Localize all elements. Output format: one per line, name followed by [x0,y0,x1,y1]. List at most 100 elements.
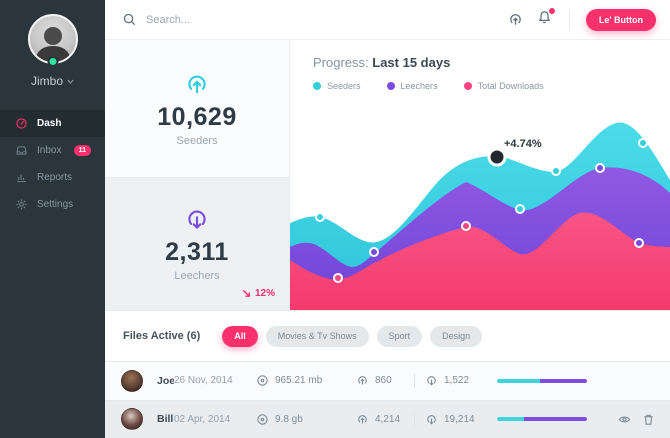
file-date: 26 Nov, 2014 [174,375,233,387]
data-point[interactable] [333,273,343,283]
data-point[interactable] [315,212,325,222]
stats-column: 10,629 Seeders 2,311 Leechers 12% [105,40,290,310]
legend-dot [386,82,395,90]
cloud-upload-icon[interactable] [507,11,524,28]
leechers-value: 2,311 [165,238,229,266]
table-row[interactable]: Joe Rogan Experience Ep. 468 26 Nov, 201… [105,361,670,400]
data-point[interactable] [369,247,379,257]
username-label: Jimbo [30,74,63,88]
eye-icon[interactable] [618,413,631,426]
person-silhouette-icon [34,27,71,62]
topbar: Le' Button [105,0,670,40]
file-seeds: 4,214 [356,413,412,426]
file-seeds-value: 4,214 [375,413,401,425]
row-avatar [121,408,143,431]
file-size: 9.8 gb [256,413,356,426]
sidebar-item-dash[interactable]: Dash [0,110,105,137]
filter-sport[interactable]: Sport [376,325,423,347]
sidebar-item-inbox[interactable]: Inbox 11 [0,137,105,164]
sidebar-item-label: Reports [37,172,73,183]
topbar-divider [568,9,570,30]
row-avatar [121,369,143,392]
file-title: Joe Rogan Experience Ep. 468 [157,374,174,387]
file-date: 02 Apr, 2014 [174,413,231,425]
notifications[interactable] [536,6,556,31]
progress-seeders-segment [497,417,524,422]
leechers-delta: 12% [242,288,275,299]
cloud-upload-icon [358,376,367,385]
progress-seeders-segment [497,378,541,383]
inbox-icon [16,146,27,155]
legend-item-total-downloads: Total Downloads [463,81,544,91]
chart-data-points [315,138,648,283]
progress-leechers-segment [524,417,587,422]
bell-icon [538,10,551,23]
disc-icon [257,414,268,425]
chart-panel: Progress: Last 15 days Seeders Leechers … [290,40,670,310]
sidebar-item-label: Settings [37,199,74,210]
cloud-download-icon [427,415,436,425]
sidebar: Jimbo Dash Inbox 11 Reports Settings [0,0,105,438]
progress-leechers-segment [540,378,587,383]
legend-dot [313,82,321,90]
file-peers: 1,522 [425,374,497,387]
file-peers-value: 1,522 [444,375,470,387]
gear-icon [16,199,27,210]
bar-chart-icon [17,174,26,183]
file-size: 965.21 mb [256,374,356,387]
data-point[interactable] [634,238,644,248]
online-status-dot [47,56,58,67]
filter-movies-tv[interactable]: Movies & Tv Shows [265,325,369,347]
sidebar-menu: Dash Inbox 11 Reports Settings [0,110,105,218]
file-seeds-value: 860 [375,375,392,387]
cloud-download-icon [427,376,436,386]
seeders-panel: 10,629 Seeders [105,40,289,178]
inbox-badge: 11 [73,145,91,156]
cloud-upload-icon [188,75,206,93]
disc-icon [257,375,268,386]
progress-bar [497,378,587,383]
username[interactable]: Jimbo [31,74,74,88]
le-button[interactable]: Le' Button [585,8,656,31]
chevron-down-icon [67,79,74,84]
search-input[interactable] [146,13,346,26]
gauge-icon [16,118,27,129]
column-divider [414,373,415,388]
sidebar-item-label: Dash [37,118,62,129]
trash-icon[interactable] [642,413,655,426]
legend-label: Total Downloads [477,81,544,91]
legend-item-leechers: Leechers [386,81,438,91]
sidebar-item-reports[interactable]: Reports [0,164,105,191]
files-section: Files Active (6) All Movies & Tv Shows S… [105,310,670,438]
highlighted-data-point[interactable] [487,147,507,167]
file-title: Bill Burr Standup Collection [157,413,174,426]
seeders-label: Seeders [176,134,218,147]
data-point[interactable] [461,221,471,231]
seeders-value: 10,629 [157,102,237,131]
progress-bar [497,417,587,422]
data-point[interactable] [595,163,605,173]
filter-all[interactable]: All [222,325,258,347]
avatar[interactable] [27,14,78,64]
cloud-download-icon [188,210,206,229]
filter-design[interactable]: Design [430,325,483,347]
file-peers-value: 19,214 [444,413,475,425]
chart-title: Progress: Last 15 days [313,55,670,70]
search-icon [123,13,136,26]
data-point[interactable] [515,204,525,214]
chart-legend: Seeders Leechers Total Downloads [313,81,670,91]
data-point[interactable] [551,166,561,176]
file-size-value: 9.8 gb [275,413,303,425]
chart-annotation: +4.74% [504,138,542,150]
data-point[interactable] [638,138,648,148]
profile-block: Jimbo [0,0,105,88]
sidebar-item-settings[interactable]: Settings [0,191,105,218]
chart-title-prefix: Progress: [313,55,373,70]
legend-label: Leechers [400,81,438,91]
total-downloads-area [290,212,670,310]
area-chart[interactable]: +4.74% [290,100,670,310]
table-row[interactable]: Bill Burr Standup Collection 02 Apr, 201… [105,399,670,438]
legend-dot [463,82,472,90]
row-actions [603,413,655,426]
